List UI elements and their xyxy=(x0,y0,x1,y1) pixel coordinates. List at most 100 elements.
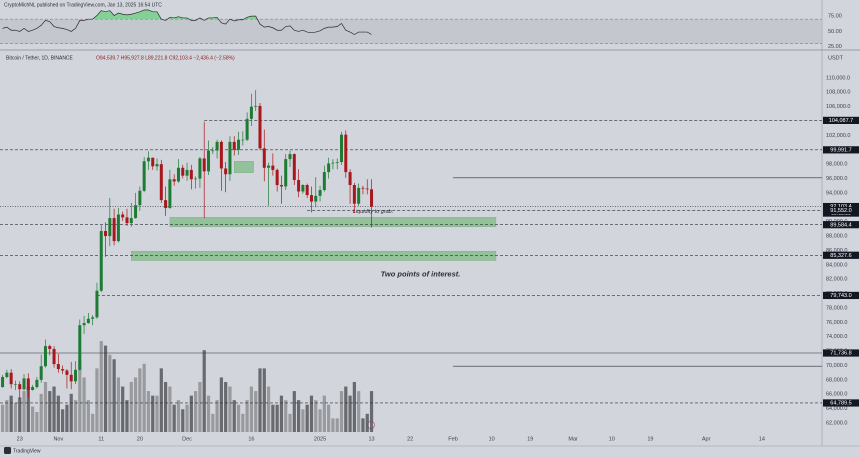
volume-bar xyxy=(245,400,249,432)
volume-bar xyxy=(103,345,108,432)
candle-body xyxy=(348,172,352,186)
candle-body xyxy=(48,346,52,349)
volume-bar xyxy=(327,404,331,432)
volume-bar xyxy=(13,402,18,432)
volume-bar xyxy=(129,382,133,432)
candle-body xyxy=(275,169,279,186)
volume-bar xyxy=(206,395,211,432)
volume-bar xyxy=(322,395,326,432)
volume-bar xyxy=(331,418,335,432)
candle-body xyxy=(125,217,129,224)
candle-body xyxy=(228,141,232,175)
footer-brand: TradingView xyxy=(13,448,41,454)
y-tick-label: 64,000.0 xyxy=(826,406,847,412)
candle-body xyxy=(181,167,185,176)
y-tick-label: 98,000.0 xyxy=(826,162,847,168)
volume-bar xyxy=(279,395,284,432)
volume-bar xyxy=(39,393,43,432)
candle-body xyxy=(65,370,69,375)
volume-bar xyxy=(65,404,69,432)
candle-body xyxy=(112,218,116,242)
price-level-label: 91,552.0 xyxy=(830,208,851,214)
volume-bar xyxy=(339,391,344,432)
rsi-tick-label: 25.00 xyxy=(828,44,842,50)
volume-bar xyxy=(142,363,146,432)
volume-bar xyxy=(159,368,163,432)
candle-body xyxy=(284,159,288,187)
y-tick-label: 62,000.0 xyxy=(826,420,847,426)
volume-bar xyxy=(164,382,168,432)
volume-bar xyxy=(82,377,86,432)
candle-body xyxy=(116,214,120,242)
x-tick-label: 14 xyxy=(759,436,765,442)
candle-body xyxy=(198,158,202,179)
y-tick-label: 68,000.0 xyxy=(826,377,847,383)
volume-bar xyxy=(249,386,254,432)
y-tick-label: 96,000.0 xyxy=(826,176,847,182)
x-tick-label: 23 xyxy=(17,436,23,442)
volume-bar xyxy=(189,395,193,432)
volume-bar xyxy=(318,409,322,432)
volume-bar xyxy=(194,391,198,432)
candle-body xyxy=(314,195,318,202)
candle-body xyxy=(318,190,322,196)
x-tick-label: 2025 xyxy=(314,436,326,442)
candle-body xyxy=(339,134,343,163)
candle-body xyxy=(9,372,13,385)
price-level-label: 71,736.8 xyxy=(830,351,851,357)
candle-body xyxy=(211,150,215,152)
candle-body xyxy=(155,164,159,167)
candle-body xyxy=(146,157,150,162)
candle-body xyxy=(279,185,283,187)
candle-body xyxy=(56,364,60,370)
volume-bar xyxy=(112,359,116,432)
price-level-label: 79,743.0 xyxy=(830,293,851,299)
candle-body xyxy=(215,141,219,151)
y-tick-label: 78,000.0 xyxy=(826,305,847,311)
candle-body xyxy=(159,164,163,201)
x-tick-label: 10 xyxy=(489,436,495,442)
volume-bar xyxy=(155,395,159,432)
volume-bar xyxy=(121,386,125,432)
volume-bar xyxy=(9,395,13,432)
volume-bar xyxy=(236,404,241,432)
candle-body xyxy=(39,366,43,380)
candle-body xyxy=(327,163,331,173)
price-level-label: 99,991.7 xyxy=(830,147,851,153)
candle-body xyxy=(95,290,99,318)
candle-body xyxy=(241,139,245,141)
candle-body xyxy=(26,378,30,390)
volume-bar xyxy=(52,386,56,432)
volume-bar xyxy=(69,393,73,432)
candle-body xyxy=(82,323,86,326)
candle-body xyxy=(176,167,180,182)
candle-body xyxy=(18,384,22,390)
ohlc-readout: O94,539.7 H95,927.8 L89,221.8 C92,103.4 … xyxy=(96,55,235,61)
candle-body xyxy=(232,141,236,150)
volume-bar xyxy=(56,395,60,432)
y-tick-label: 86,000.0 xyxy=(826,248,847,254)
candle-body xyxy=(74,369,78,382)
volume-bar xyxy=(151,395,155,432)
y-tick-label: 110,000.0 xyxy=(826,75,850,81)
volume-bar xyxy=(284,400,288,432)
volume-bar xyxy=(296,400,301,432)
volume-bar xyxy=(31,406,35,432)
volume-bar xyxy=(352,382,356,432)
symbol-label: Bitcoin / Tether, 1D, BINANCE xyxy=(6,55,74,61)
candle-body xyxy=(245,118,249,140)
candle-body xyxy=(138,190,142,206)
candle-body xyxy=(254,105,258,107)
y-tick-label: 94,000.0 xyxy=(826,190,847,196)
volume-bar xyxy=(133,377,138,432)
candle-body xyxy=(189,169,193,180)
volume-bar xyxy=(5,400,9,432)
volume-bar xyxy=(176,400,181,432)
price-level-label: 104,087.7 xyxy=(829,118,853,124)
volume-bar xyxy=(116,377,121,432)
volume-bar xyxy=(125,400,129,432)
x-tick-label: Apr xyxy=(702,436,711,442)
candle-body xyxy=(357,187,361,204)
candle-body xyxy=(288,154,292,160)
